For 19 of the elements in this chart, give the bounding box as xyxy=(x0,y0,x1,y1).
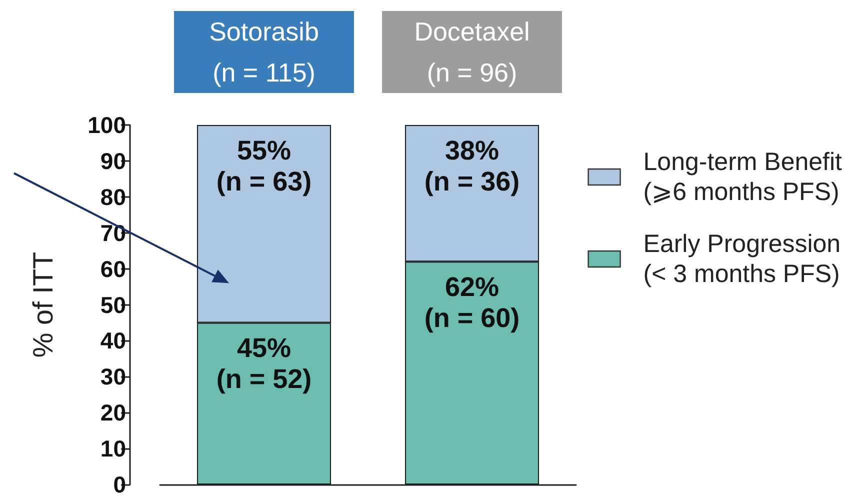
data-label: 45% (n = 52) xyxy=(216,333,312,394)
y-tick-label: 40 xyxy=(100,328,126,354)
y-tick-label: 20 xyxy=(100,400,126,426)
y-tick-label: 100 xyxy=(88,112,126,138)
y-tick-label: 50 xyxy=(100,292,126,318)
y-tick-label: 60 xyxy=(100,256,126,282)
y-tick-label: 80 xyxy=(100,184,126,210)
data-label: 55% (n = 63) xyxy=(216,136,312,196)
y-tick-label: 0 xyxy=(113,472,126,496)
y-tick-label: 30 xyxy=(100,364,126,390)
x-tick-label: Sotorasib (n = 115) xyxy=(209,16,319,88)
legend-label: Early Progression (< 3 months PFS) xyxy=(643,230,841,288)
data-label: 62% (n = 60) xyxy=(424,272,520,334)
y-tick-label: 90 xyxy=(100,148,126,174)
data-label: 38% (n = 36) xyxy=(424,136,520,196)
legend-label: Long-term Benefit (⩾6 months PFS) xyxy=(643,148,842,206)
x-tick-label: Docetaxel (n = 96) xyxy=(414,16,530,88)
y-tick-label: 10 xyxy=(100,436,126,462)
y-axis-title: % of ITT xyxy=(28,252,58,358)
